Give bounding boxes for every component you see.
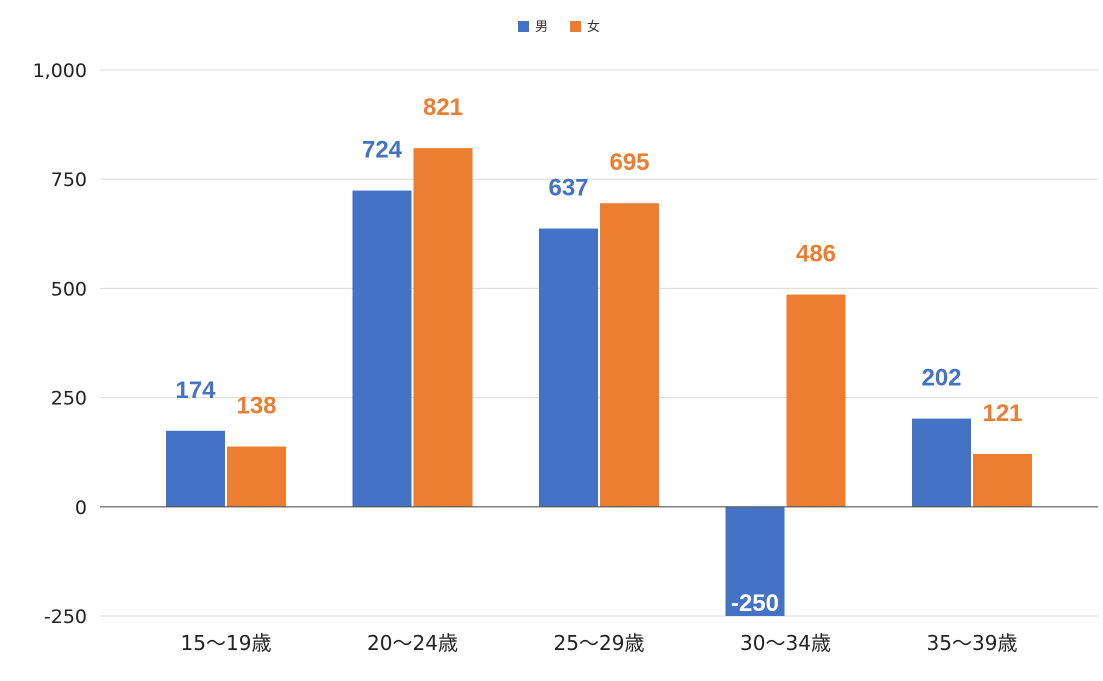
x-category-label: 20〜24歳	[367, 631, 458, 655]
y-axis: 1,000 750 500 250 0 -250	[33, 60, 87, 628]
y-tick-label: 500	[51, 278, 87, 300]
data-label: 724	[362, 137, 403, 164]
bar	[973, 453, 1032, 507]
x-category-label: 35〜39歳	[927, 631, 1018, 655]
y-tick-label: 0	[75, 497, 87, 519]
bar	[725, 506, 785, 616]
y-tick-label: -250	[44, 606, 87, 628]
data-label: 174	[175, 377, 216, 404]
bar	[539, 228, 598, 507]
data-labels: 174 138 724 821 637 695 -250 486 202 121	[175, 94, 1022, 617]
legend-swatch	[570, 21, 581, 32]
data-label: 695	[609, 149, 649, 176]
bar	[786, 294, 846, 507]
bar	[352, 190, 412, 507]
data-label: 202	[921, 365, 961, 392]
legend-label: 男	[535, 20, 548, 35]
bar	[227, 446, 286, 507]
bar	[912, 418, 971, 507]
data-label: 821	[423, 94, 463, 121]
data-label: 637	[548, 175, 588, 202]
gridlines	[100, 69, 1098, 617]
y-tick-label: 750	[51, 169, 87, 191]
data-label: 121	[982, 400, 1022, 427]
bar	[413, 148, 473, 507]
data-label: 486	[796, 241, 836, 268]
legend-swatch	[518, 21, 529, 32]
data-label: -250	[731, 590, 779, 617]
x-category-label: 30〜34歳	[740, 631, 831, 655]
bar	[166, 430, 225, 507]
bars	[166, 148, 1032, 616]
y-tick-label: 250	[51, 388, 87, 410]
legend: 男女	[518, 19, 600, 35]
x-category-label: 25〜29歳	[554, 631, 645, 655]
y-tick-label: 1,000	[33, 60, 87, 82]
x-category-label: 15〜19歳	[181, 631, 272, 655]
bar	[600, 203, 659, 507]
legend-label: 女	[587, 19, 600, 35]
data-label: 138	[236, 393, 276, 420]
x-axis: 15〜19歳 20〜24歳 25〜29歳 30〜34歳 35〜39歳	[181, 631, 1018, 655]
